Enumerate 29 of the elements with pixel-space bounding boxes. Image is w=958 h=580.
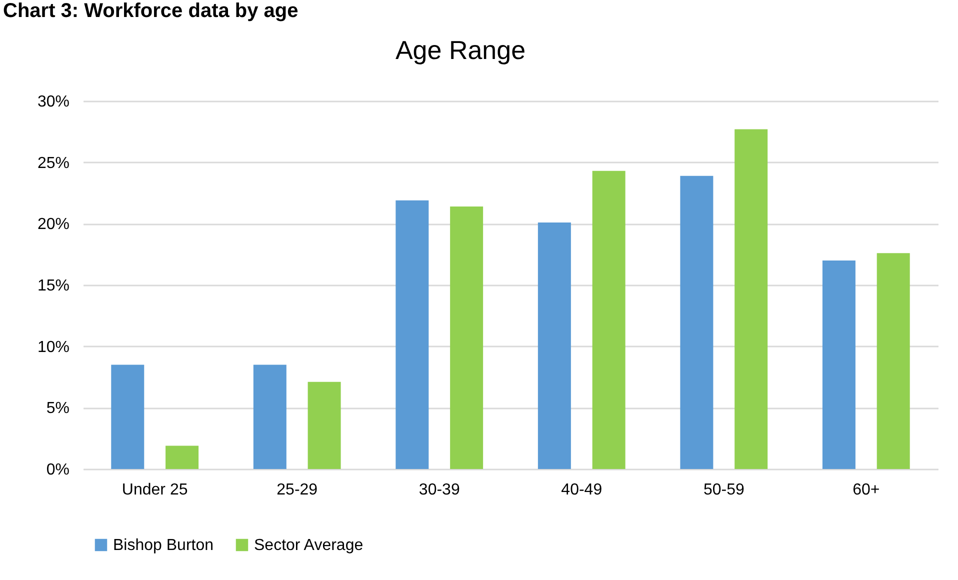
chart-title: Age Range <box>395 35 526 65</box>
bar <box>111 364 144 469</box>
bar <box>734 129 768 469</box>
bar <box>308 382 341 469</box>
y-tick-label: 5% <box>46 400 70 418</box>
x-tick-label: 60+ <box>852 482 880 498</box>
bar <box>538 222 571 469</box>
bar <box>396 200 429 469</box>
bar <box>592 170 626 469</box>
bar <box>680 176 714 469</box>
bar <box>876 253 910 469</box>
caption: Chart 3: Workforce data by age <box>3 0 298 22</box>
y-tick-label: 20% <box>37 216 70 234</box>
y-tick-label: 25% <box>37 154 70 172</box>
bar <box>253 364 286 469</box>
x-tick-label: 50-59 <box>703 482 744 498</box>
x-tick-label: 30-39 <box>418 482 460 498</box>
legend-label: Bishop Burton <box>113 537 214 554</box>
y-tick-label: 15% <box>37 278 70 294</box>
x-tick-label: 25-29 <box>276 482 318 498</box>
x-tick-label: 40-49 <box>561 482 602 498</box>
y-tick-label: 30% <box>37 94 70 110</box>
bar <box>450 206 484 469</box>
y-tick-label: 10% <box>37 338 70 356</box>
x-tick-label: Under 25 <box>122 482 188 498</box>
legend-label: Sector Average <box>254 537 364 554</box>
bar <box>822 260 856 469</box>
bar <box>166 446 199 469</box>
y-tick-label: 0% <box>46 462 70 478</box>
